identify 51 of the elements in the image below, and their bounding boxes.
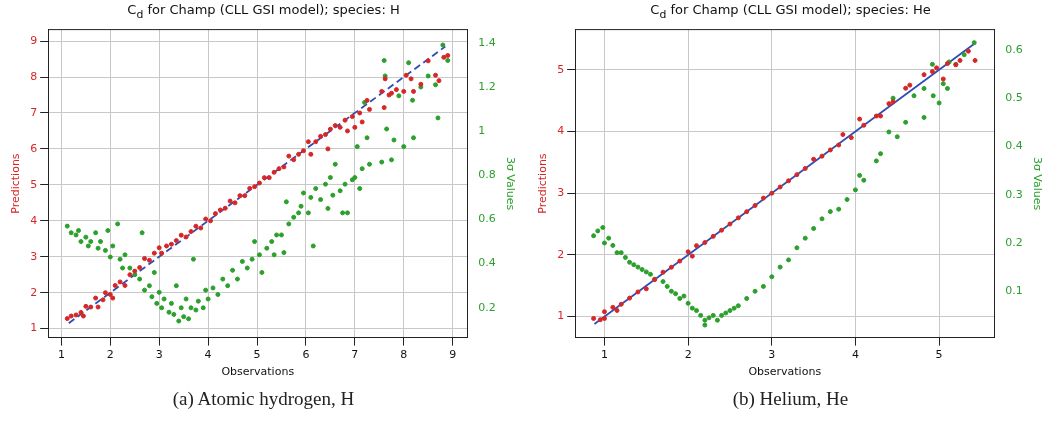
y-tick-label: 9 [29, 33, 37, 47]
y2-tick-label: 1 [477, 124, 485, 138]
x-tick-label: 3 [155, 348, 163, 362]
chart-title: C$_{d}$ for Champ (CLL GSI model); species: H [127, 2, 400, 21]
x-axis-title: Observations [220, 365, 294, 379]
y-tick-label: 3 [29, 249, 37, 263]
y2-tick-label: 0.4 [1004, 139, 1023, 153]
y2-axis-title: 3σ Values [1030, 156, 1044, 211]
y-tick-label: 4 [556, 124, 564, 138]
y2-axis-title: 3σ Values [503, 156, 517, 211]
y2-tick-label: 1.4 [477, 35, 496, 49]
y2-tick-label: 1.2 [477, 79, 496, 93]
y2-tick-label: 0.4 [477, 256, 496, 270]
chart-title: C$_{d}$ for Champ (CLL GSI model); species: He [650, 2, 931, 21]
y-tick-label: 4 [29, 213, 37, 227]
x-tick-label: 1 [57, 348, 65, 362]
text: (a) Atomic hydrogen, H [172, 388, 355, 410]
x-tick-label: 2 [684, 348, 692, 362]
y2-tick-label: 0.6 [1004, 42, 1023, 56]
y-tick-label: 5 [29, 177, 37, 191]
y-tick-label: 6 [29, 141, 37, 155]
y-tick-label: 7 [29, 105, 37, 119]
y-tick-label: 1 [29, 321, 37, 335]
y2-tick-label: 0.5 [1004, 91, 1023, 105]
y-tick-label: 2 [29, 285, 37, 299]
x-tick-label: 9 [448, 348, 456, 362]
x-tick-label: 7 [350, 348, 358, 362]
y-axis-title: Predictions [8, 153, 22, 214]
x-tick-label: 6 [301, 348, 309, 362]
y-axis-title: Predictions [535, 153, 549, 214]
y-tick-label: 2 [556, 247, 564, 261]
x-tick-label: 5 [253, 348, 261, 362]
y2-tick-label: 0.8 [477, 168, 496, 182]
y-tick-label: 5 [556, 62, 564, 76]
y2-tick-label: 0.6 [477, 212, 496, 226]
y-tick-label: 1 [556, 309, 564, 323]
x-tick-label: 8 [399, 348, 407, 362]
x-tick-label: 5 [935, 348, 943, 362]
x-tick-label: 2 [106, 348, 114, 362]
x-tick-label: 3 [767, 348, 775, 362]
text: (b) Helium, He [732, 388, 849, 410]
x-tick-label: 4 [851, 348, 859, 362]
x-tick-label: 1 [600, 348, 608, 362]
x-tick-label: 4 [204, 348, 212, 362]
y2-tick-label: 0.2 [1004, 235, 1023, 249]
y2-tick-label: 0.3 [1004, 187, 1023, 201]
y2-tick-label: 0.1 [1004, 284, 1023, 298]
x-axis-title: Observations [747, 365, 821, 379]
y2-tick-label: 0.2 [477, 300, 496, 314]
y-tick-label: 8 [29, 69, 37, 83]
y-tick-label: 3 [556, 186, 564, 200]
